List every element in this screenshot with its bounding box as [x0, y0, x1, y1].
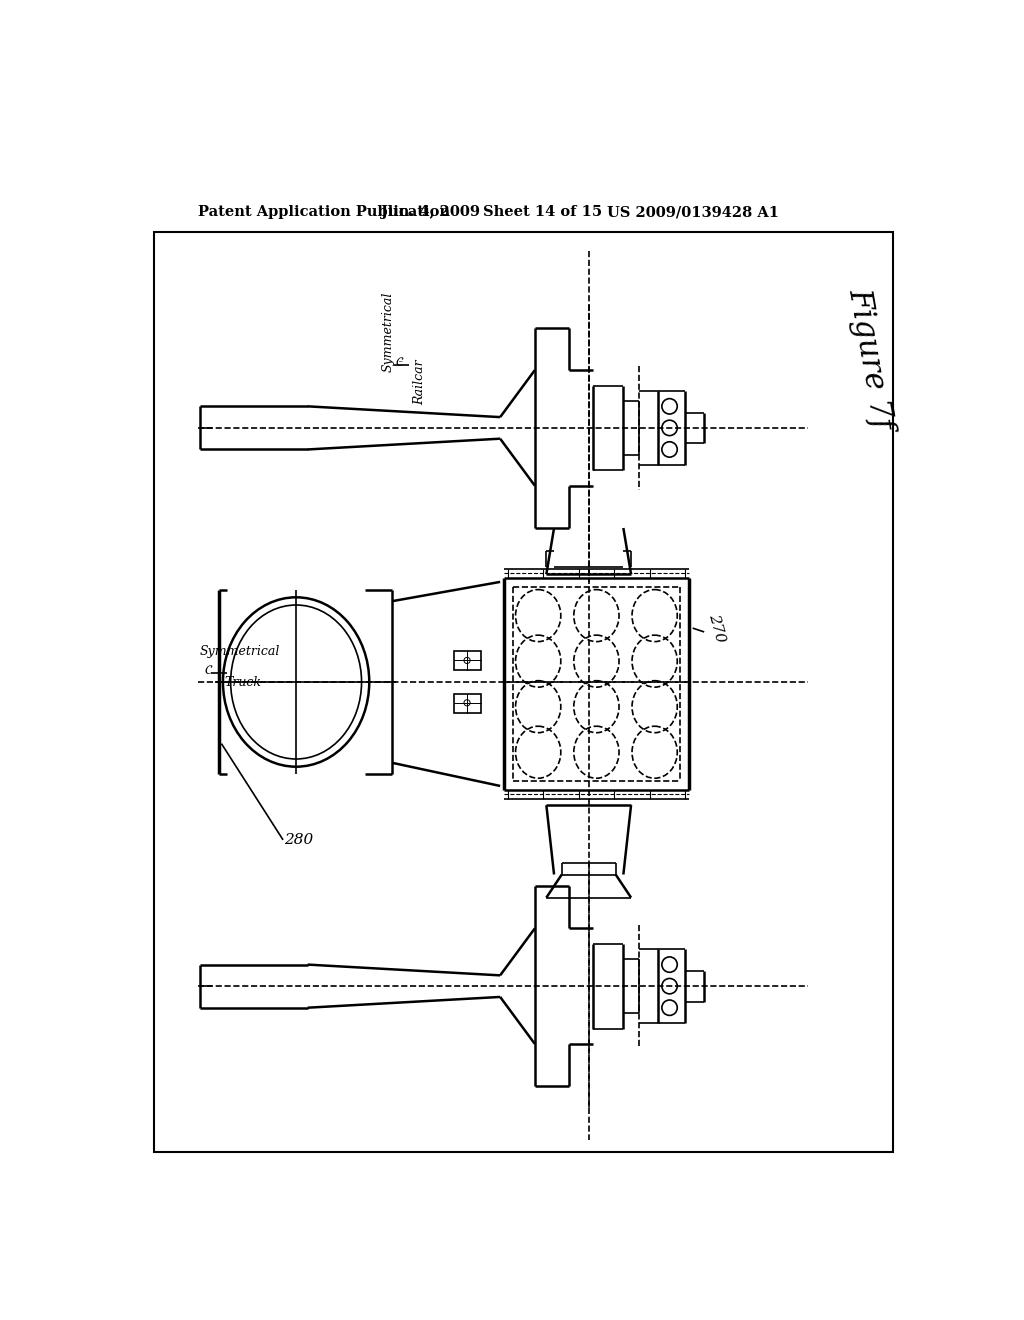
- Text: 280: 280: [285, 833, 313, 847]
- Text: 270: 270: [707, 612, 728, 644]
- Text: Symmetrical: Symmetrical: [382, 292, 395, 372]
- Text: $\mathcal{C}$: $\mathcal{C}$: [395, 356, 404, 370]
- Text: Sheet 14 of 15: Sheet 14 of 15: [483, 206, 602, 219]
- Text: Jun. 4, 2009: Jun. 4, 2009: [381, 206, 480, 219]
- Text: $\mathcal{C}$: $\mathcal{C}$: [205, 664, 214, 677]
- Bar: [454, 651, 481, 671]
- Bar: [454, 693, 481, 713]
- Text: Truck: Truck: [224, 676, 261, 689]
- Text: US 2009/0139428 A1: US 2009/0139428 A1: [606, 206, 778, 219]
- Text: Railcar: Railcar: [413, 359, 426, 404]
- Text: Figure 7f: Figure 7f: [842, 285, 897, 432]
- Text: Patent Application Publication: Patent Application Publication: [199, 206, 451, 219]
- Text: _: _: [398, 356, 401, 363]
- Text: Symmetrical: Symmetrical: [200, 644, 281, 657]
